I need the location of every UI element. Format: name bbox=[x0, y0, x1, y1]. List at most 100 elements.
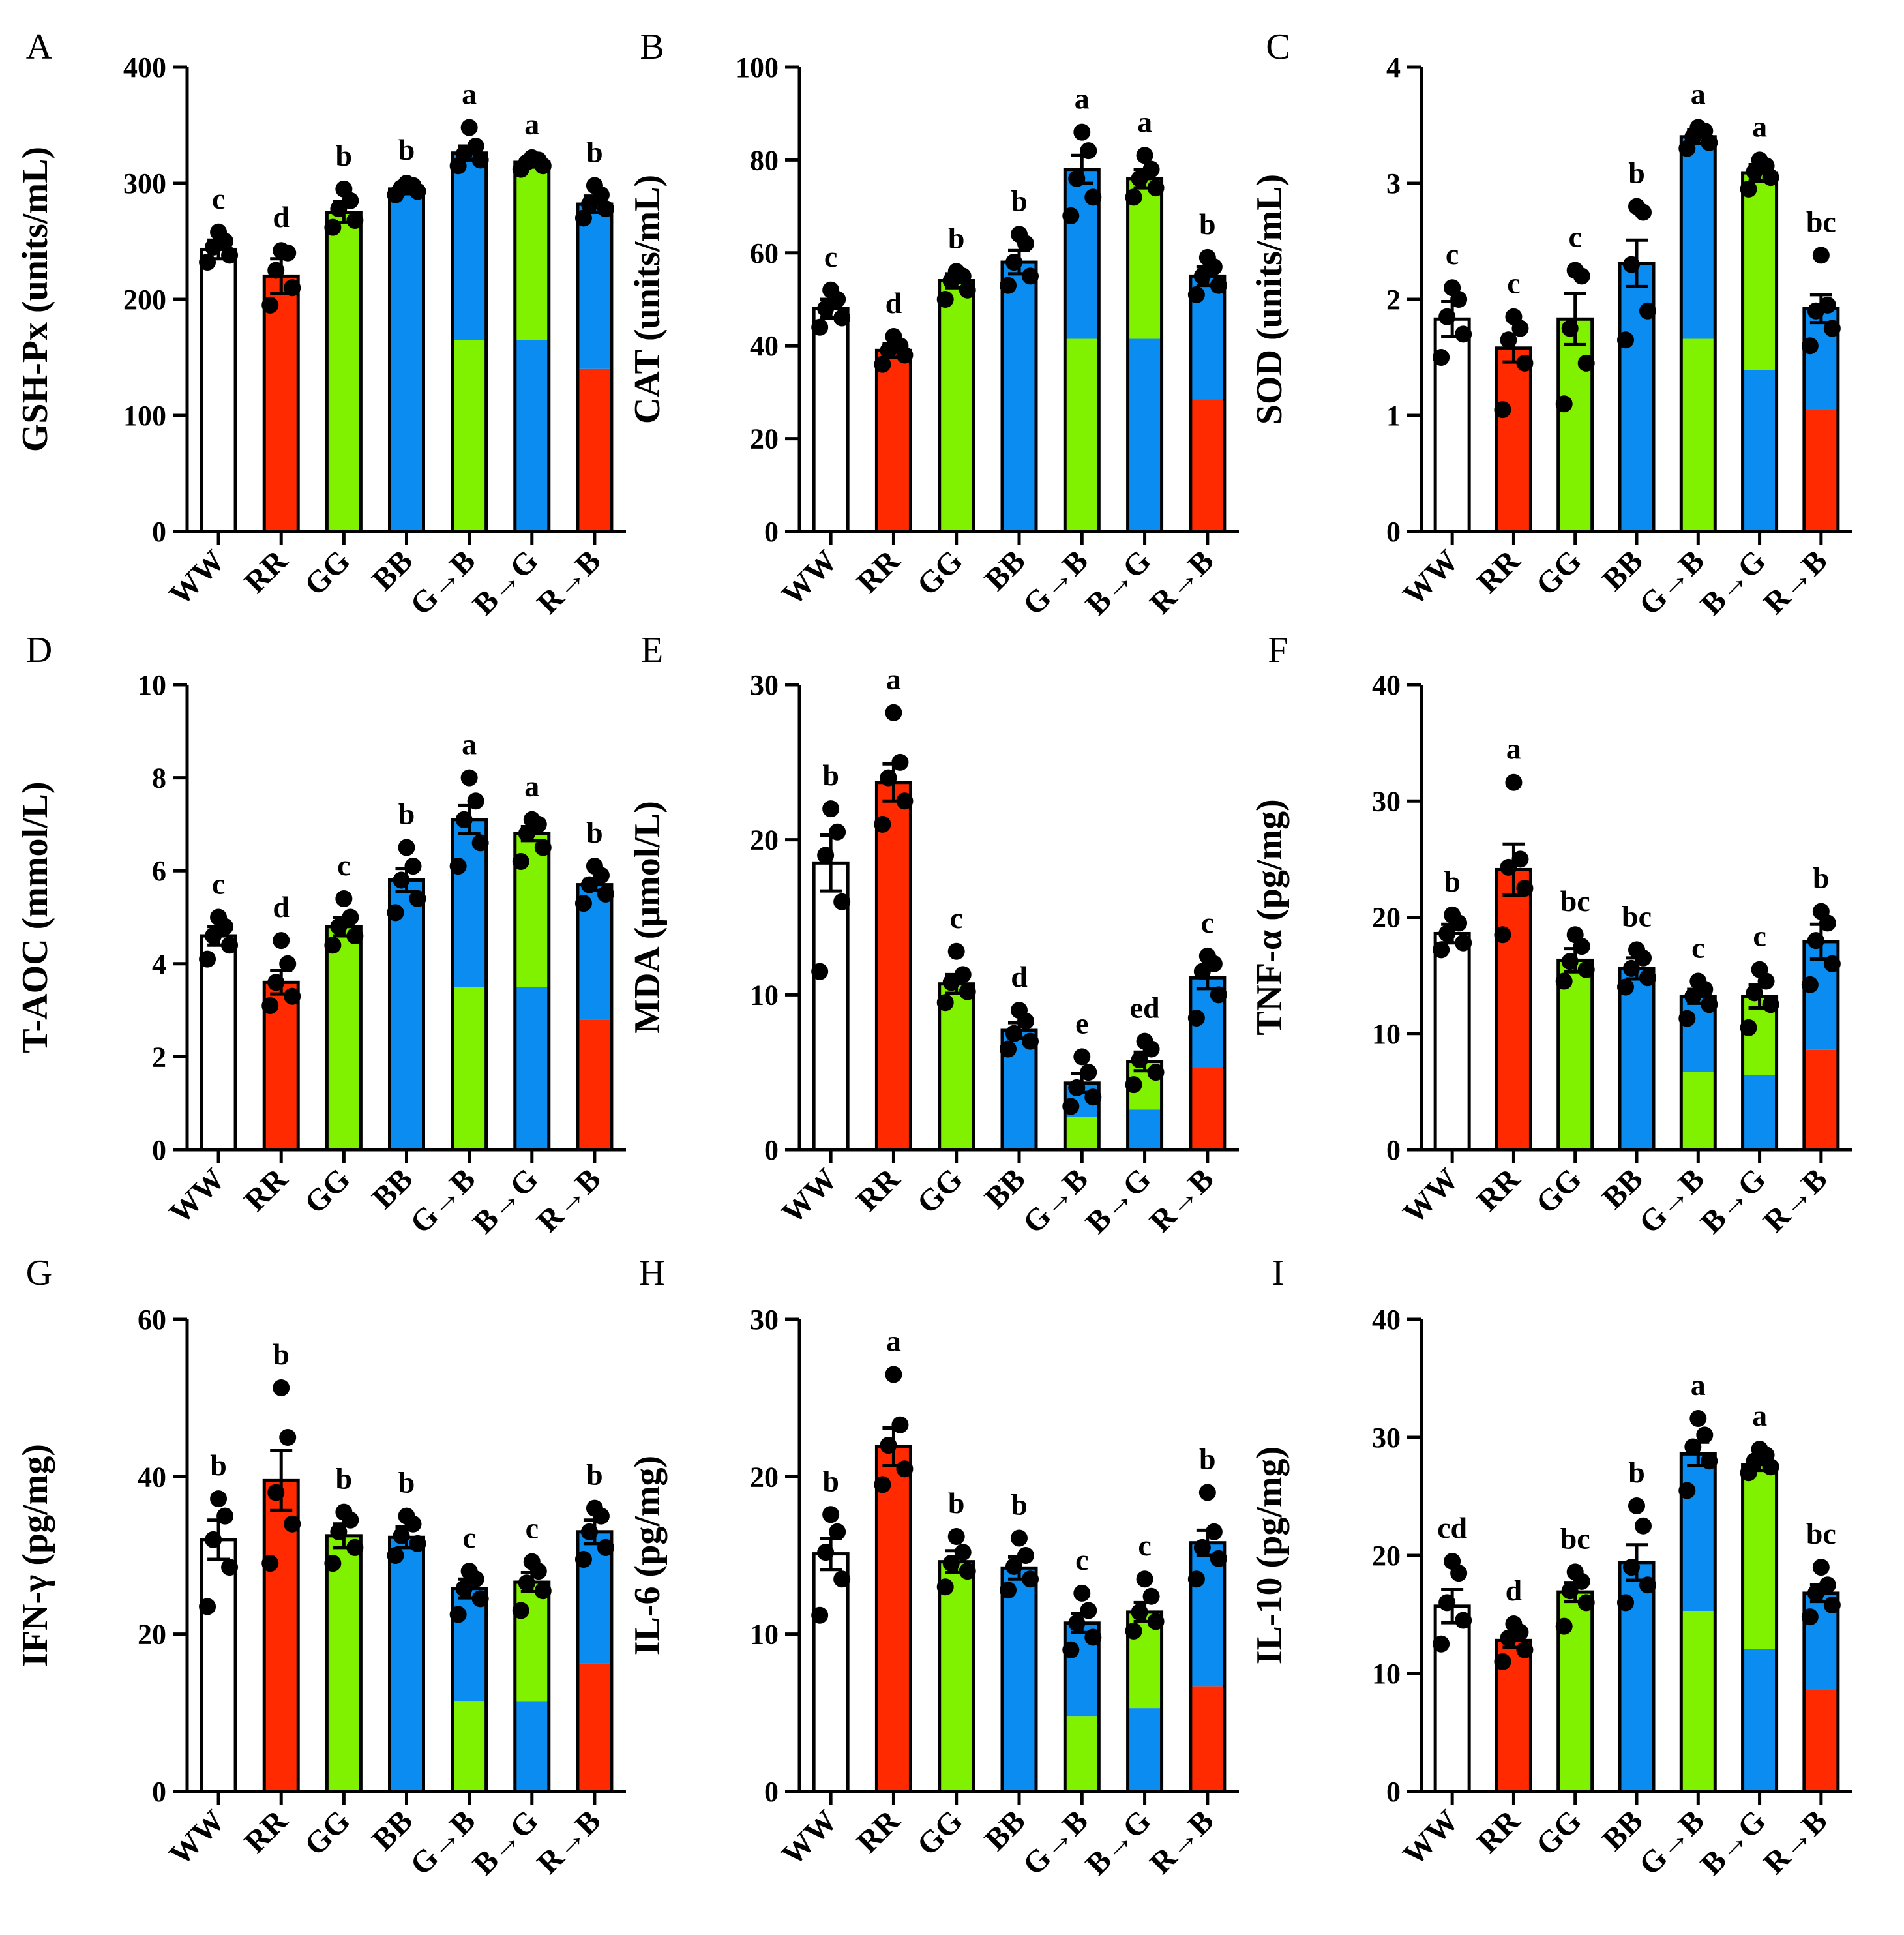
data-point bbox=[279, 1429, 297, 1446]
bar-segment-top bbox=[452, 153, 486, 340]
bar bbox=[1433, 931, 1471, 1152]
data-point bbox=[1136, 147, 1153, 164]
significance-label: c bbox=[1753, 920, 1766, 953]
data-point bbox=[1062, 207, 1080, 224]
data-point bbox=[273, 242, 290, 260]
panel-letter: E bbox=[641, 630, 663, 670]
bar bbox=[874, 348, 912, 533]
category-label: B→G bbox=[466, 1803, 544, 1882]
panel-letter: C bbox=[1266, 27, 1290, 67]
data-point bbox=[1022, 1032, 1039, 1050]
data-point bbox=[1696, 1426, 1714, 1444]
data-point bbox=[1812, 247, 1830, 264]
data-point bbox=[335, 180, 353, 198]
significance-label: c bbox=[526, 1512, 539, 1545]
data-point bbox=[1210, 986, 1227, 1004]
significance-label: c bbox=[950, 901, 963, 935]
category-label: B→G bbox=[1079, 543, 1157, 622]
significance-label: bc bbox=[1806, 205, 1836, 238]
y-tick-label: 100 bbox=[123, 400, 166, 432]
data-point bbox=[460, 769, 478, 787]
category-label: G→B bbox=[404, 1803, 482, 1882]
data-point bbox=[1005, 1557, 1022, 1575]
data-point bbox=[1678, 1010, 1696, 1027]
data-point bbox=[273, 932, 290, 950]
significance-label: b bbox=[1011, 184, 1028, 217]
bar-segment-top bbox=[1681, 136, 1716, 339]
y-tick-label: 0 bbox=[152, 1134, 166, 1166]
data-point bbox=[1740, 180, 1757, 198]
panel-letter: H bbox=[639, 1253, 665, 1293]
data-point bbox=[455, 1580, 473, 1597]
bar-segment-bottom bbox=[1065, 1716, 1099, 1792]
data-point bbox=[1639, 1576, 1656, 1594]
data-point bbox=[586, 1499, 603, 1517]
significance-label: a bbox=[1752, 1399, 1767, 1432]
data-point bbox=[580, 196, 598, 213]
data-point bbox=[1823, 955, 1841, 972]
category-label: G→B bbox=[404, 543, 482, 622]
category-label: R→B bbox=[1757, 543, 1834, 621]
data-point bbox=[1433, 941, 1450, 959]
data-point bbox=[1561, 953, 1579, 970]
significance-label: ed bbox=[1130, 991, 1160, 1025]
data-point bbox=[1131, 1051, 1148, 1069]
data-point bbox=[1561, 320, 1579, 337]
category-label: GG bbox=[910, 1803, 969, 1862]
data-point bbox=[1000, 277, 1017, 294]
category-label: WW bbox=[775, 1162, 844, 1230]
data-point bbox=[1147, 179, 1165, 197]
category-label: B→G bbox=[1694, 1803, 1772, 1882]
data-point bbox=[811, 1606, 829, 1624]
category-label: GG bbox=[298, 543, 357, 602]
data-point bbox=[1516, 1641, 1534, 1658]
data-point bbox=[1746, 984, 1763, 1002]
category-label: R→B bbox=[1757, 1803, 1834, 1881]
category-label: RR bbox=[850, 1161, 907, 1218]
data-point bbox=[885, 327, 902, 345]
bar bbox=[1433, 1604, 1471, 1793]
data-point bbox=[1084, 1628, 1102, 1646]
significance-label: b bbox=[1813, 862, 1830, 895]
data-point bbox=[1639, 302, 1656, 320]
significance-label: c bbox=[1075, 1543, 1088, 1576]
data-point bbox=[210, 1490, 228, 1508]
data-point bbox=[574, 1551, 592, 1568]
data-point bbox=[324, 937, 342, 954]
category-label: RR bbox=[237, 1803, 294, 1859]
data-point bbox=[1577, 354, 1595, 372]
significance-label: b bbox=[210, 1448, 227, 1482]
y-tick-label: 20 bbox=[750, 824, 779, 856]
category-label: WW bbox=[775, 543, 844, 612]
data-point bbox=[1073, 1048, 1091, 1066]
y-tick-label: 20 bbox=[750, 1461, 779, 1493]
y-tick-label: 20 bbox=[138, 1619, 166, 1651]
data-point bbox=[398, 839, 415, 856]
bar-segment-top bbox=[514, 162, 549, 340]
data-point bbox=[896, 792, 914, 810]
panel-h: HIL-6 (pg/mg)0102030bWWaRRbGGbBBcG→BcB→G… bbox=[627, 1253, 1239, 1882]
data-point bbox=[210, 908, 228, 926]
data-point bbox=[1080, 142, 1097, 160]
data-point bbox=[1516, 354, 1534, 372]
data-point bbox=[1433, 1635, 1450, 1653]
bar-segment-top bbox=[1742, 172, 1777, 370]
data-point bbox=[1819, 296, 1836, 314]
y-tick-label: 30 bbox=[1372, 785, 1401, 817]
significance-label: c bbox=[1138, 1529, 1151, 1562]
bar-segment-bottom bbox=[1681, 1072, 1716, 1150]
significance-label: bc bbox=[1806, 1517, 1836, 1550]
data-point bbox=[1125, 1622, 1142, 1640]
data-point bbox=[1617, 331, 1634, 349]
bar bbox=[200, 247, 237, 533]
category-label: WW bbox=[1397, 1803, 1465, 1872]
category-label: WW bbox=[162, 1803, 231, 1872]
data-point bbox=[1073, 1584, 1091, 1602]
bar-segment-bottom bbox=[1127, 338, 1162, 532]
bar-segment-bottom bbox=[1804, 1690, 1838, 1792]
data-point bbox=[874, 355, 891, 373]
data-point bbox=[1022, 267, 1039, 285]
data-point bbox=[817, 847, 835, 864]
significance-label: d bbox=[1506, 1574, 1523, 1607]
data-point bbox=[1623, 959, 1640, 977]
